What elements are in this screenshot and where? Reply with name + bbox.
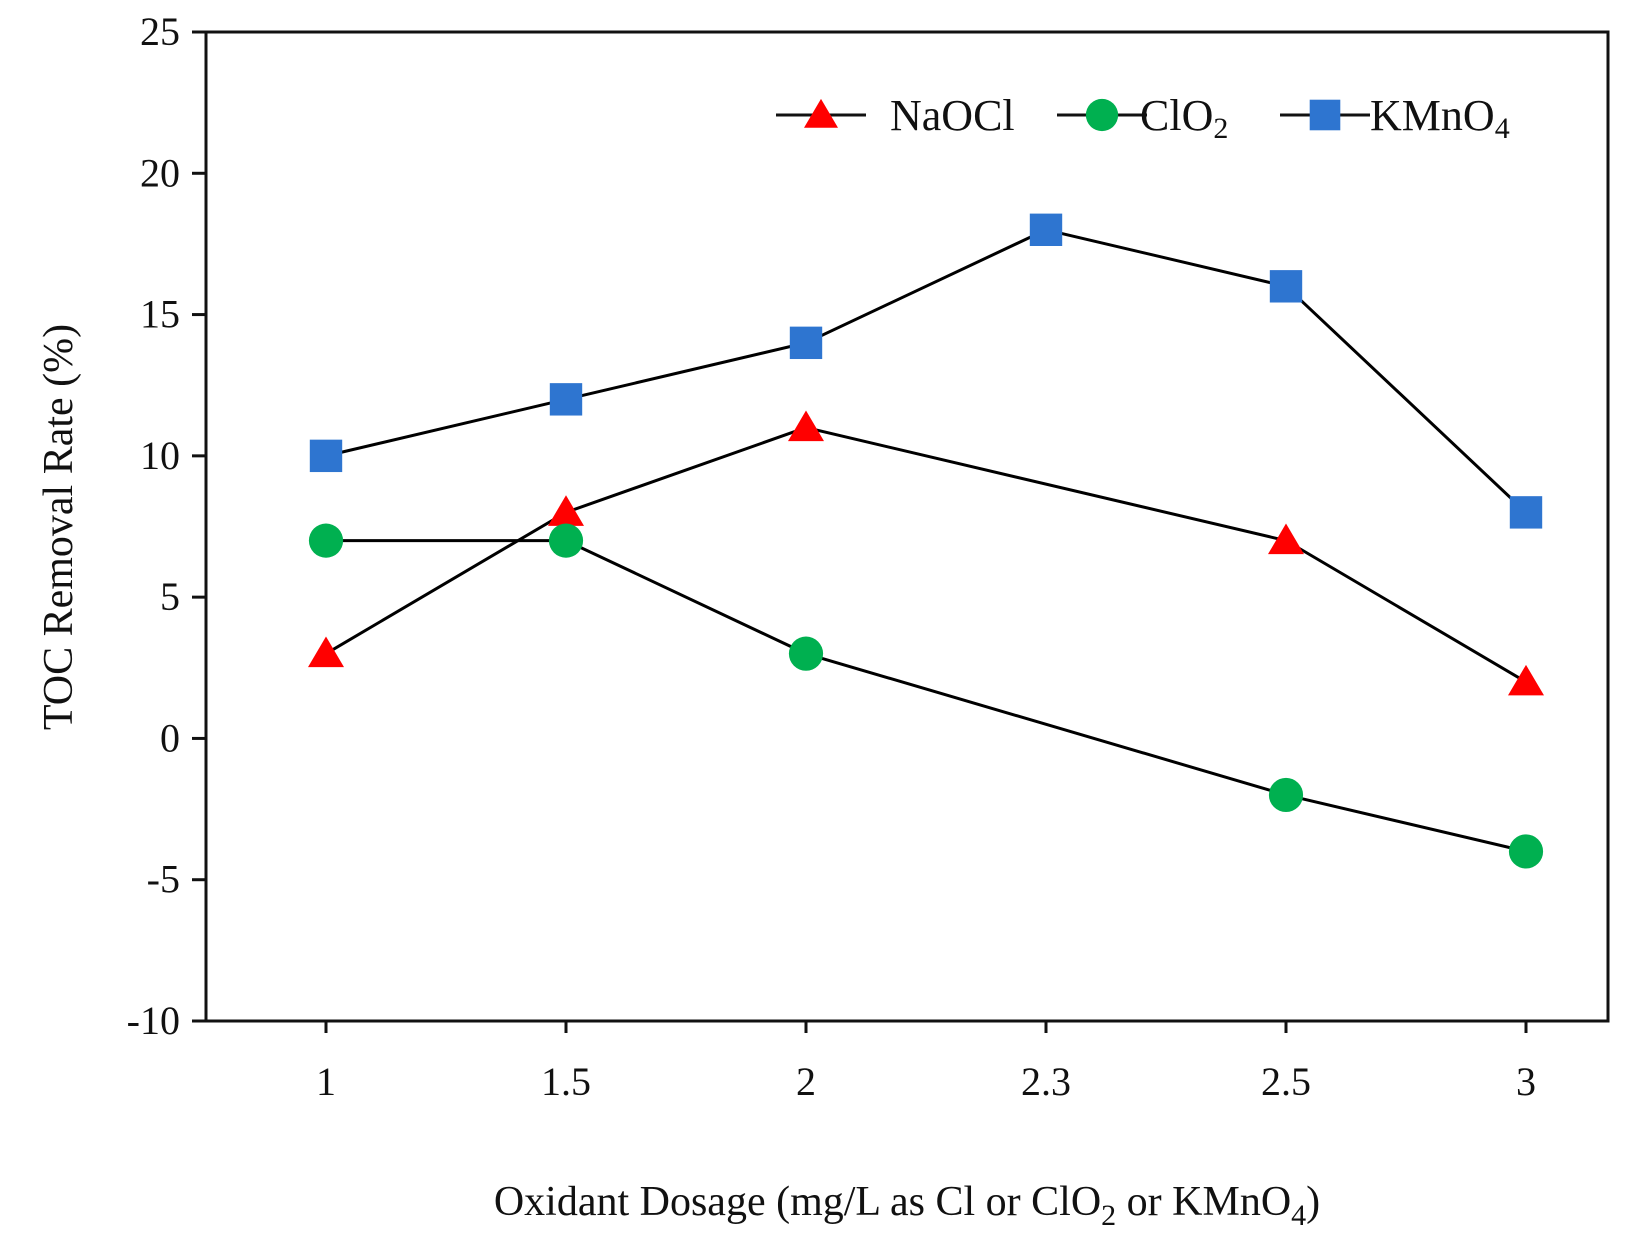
- y-tick-label: 15: [140, 292, 180, 337]
- x-tick-label: 1: [316, 1059, 336, 1104]
- x-axis-ticks: 1 1.5 2 2.3 2.5 3: [316, 1021, 1536, 1104]
- data-point-naocl: [308, 636, 344, 668]
- legend-marker-naocl: [804, 98, 838, 128]
- data-point-clo2: [1508, 834, 1544, 869]
- data-point-clo2: [308, 523, 344, 558]
- y-tick-label: 0: [160, 715, 180, 760]
- data-point-naocl: [1508, 664, 1544, 696]
- series-line-naocl: [325, 426, 1527, 684]
- x-tick-label: 3: [1516, 1059, 1536, 1104]
- legend-item-clo2: ClO2: [1057, 91, 1228, 145]
- series-clo2: [308, 523, 1544, 869]
- y-tick-label: 20: [140, 150, 180, 195]
- data-point-kmno4: [549, 383, 583, 416]
- series-line-kmno4: [325, 228, 1528, 514]
- data-point-clo2: [1268, 777, 1304, 813]
- series-layer: [308, 213, 1544, 869]
- data-point-naocl: [548, 495, 584, 526]
- x-axis-label-sub2: 4: [1291, 1199, 1306, 1232]
- data-point-kmno4: [789, 326, 823, 360]
- data-point-kmno4: [1509, 496, 1543, 529]
- data-point-kmno4: [309, 439, 343, 473]
- y-axis-label: TOC Removal Rate (%): [36, 324, 82, 730]
- y-axis-ticks: 25 20 15 10 5 0 -5 -10: [127, 9, 206, 1043]
- plot-frame: [204, 30, 1610, 1023]
- x-tick-label: 2: [796, 1059, 816, 1104]
- data-point-naocl: [788, 410, 824, 442]
- y-tick-label: 25: [140, 9, 180, 54]
- x-tick-label: 2.5: [1261, 1059, 1311, 1104]
- x-tick-label: 2.3: [1021, 1059, 1071, 1104]
- legend-label: KMnO4: [1370, 91, 1510, 145]
- y-tick-label: -10: [127, 998, 180, 1043]
- data-point-kmno4: [1029, 213, 1063, 246]
- plot-area: [204, 30, 1610, 1023]
- series-naocl: [308, 410, 1544, 696]
- legend: NaOCl ClO2 KMnO4: [776, 91, 1510, 145]
- data-point-clo2: [548, 523, 584, 558]
- legend-item-kmno4: KMnO4: [1280, 91, 1510, 145]
- x-axis-label-sub1: 2: [1101, 1199, 1116, 1232]
- legend-marker-clo2: [1085, 98, 1119, 132]
- data-point-naocl: [1268, 523, 1304, 555]
- y-tick-label: 5: [160, 574, 180, 619]
- legend-label: NaOCl: [890, 91, 1015, 140]
- x-axis-label-middle: or KMnO: [1116, 1179, 1291, 1225]
- legend-label: ClO2: [1140, 91, 1228, 145]
- x-axis-label: Oxidant Dosage (mg/L as Cl or ClO2 or KM…: [494, 1179, 1320, 1232]
- x-tick-label: 1.5: [541, 1059, 591, 1104]
- series-kmno4: [309, 213, 1543, 529]
- legend-marker-kmno4: [1309, 99, 1341, 131]
- data-point-kmno4: [1269, 270, 1303, 303]
- y-tick-label: 10: [140, 433, 180, 478]
- x-axis-label-prefix: Oxidant Dosage (mg/L as Cl or ClO: [494, 1179, 1101, 1225]
- series-line-clo2: [326, 539, 1527, 853]
- legend-item-naocl: NaOCl: [776, 91, 1015, 140]
- y-tick-label: -5: [147, 857, 180, 902]
- x-axis-label-suffix: ): [1306, 1179, 1320, 1225]
- data-point-clo2: [788, 636, 824, 671]
